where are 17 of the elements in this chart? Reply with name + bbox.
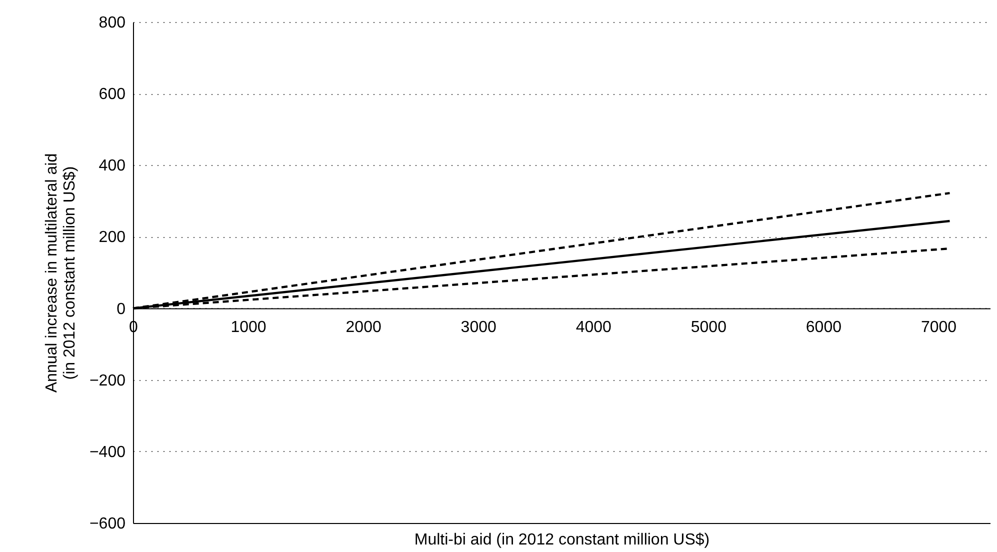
y-tick-label: 800	[98, 14, 126, 32]
y-tick-label: −400	[89, 444, 126, 461]
x-tick-label: 4000	[576, 318, 612, 336]
y-tick-label: −200	[89, 372, 126, 390]
x-tick-label: 2000	[346, 318, 382, 336]
x-tick-label: 7000	[920, 318, 957, 336]
x-tick-label: 3000	[460, 318, 496, 336]
x-axis-title: Multi-bi aid (in 2012 constant million US$)	[414, 532, 710, 548]
y-tick-label: 0	[116, 300, 126, 318]
y-tick-label: −600	[89, 516, 126, 532]
y-axis-title: Annual increase in multilateral aid (in 2012 constant million US$)	[43, 153, 78, 393]
x-tick-label: 1000	[230, 318, 266, 336]
x-tick-label: 5000	[690, 318, 727, 336]
y-tick-label: 400	[98, 158, 126, 175]
y-tick-label: 600	[98, 86, 126, 104]
x-tick-label: 6000	[806, 318, 842, 336]
y-tick-label: 200	[98, 229, 126, 246]
